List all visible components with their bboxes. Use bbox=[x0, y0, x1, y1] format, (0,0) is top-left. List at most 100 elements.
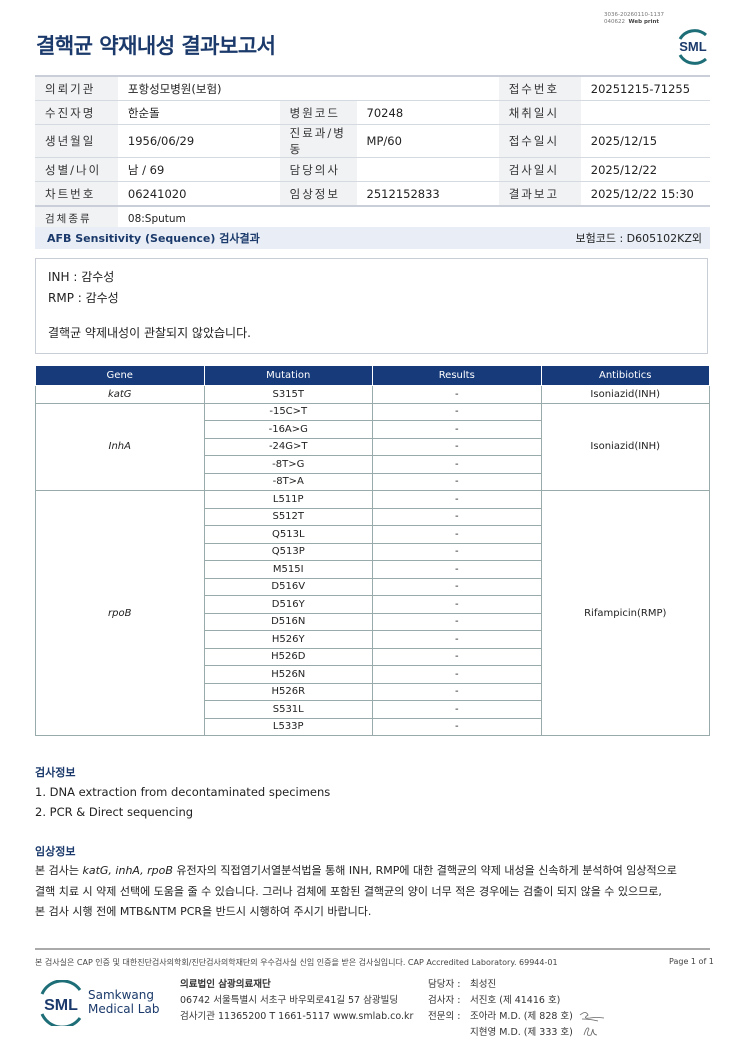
test-info-line: 2. PCR & Direct sequencing bbox=[35, 805, 194, 819]
column-header: Gene bbox=[35, 365, 205, 386]
table-row: InhA -15C>T - Isoniazid(INH) bbox=[35, 402, 710, 491]
accreditation-notice: 본 검사실은 CAP 인증 및 대한진단검사의학회/진단검사의학재단의 우수검사… bbox=[35, 958, 558, 967]
info-label: 임상정보 bbox=[279, 181, 357, 207]
mutation-cell: H526N bbox=[203, 665, 373, 684]
table-row: H526R - bbox=[36, 682, 710, 701]
mutation-cell: H526Y bbox=[203, 630, 373, 649]
result-cell: - bbox=[372, 577, 542, 596]
info-label: 차트번호 bbox=[35, 181, 118, 207]
mutation-cell: -24G>T bbox=[203, 437, 373, 456]
table-row: -8T>G - bbox=[36, 455, 710, 474]
gene-cell: rpoB bbox=[35, 490, 205, 736]
footer-logo-text: Samkwang Medical Lab bbox=[88, 988, 159, 1016]
section-title: AFB Sensitivity (Sequence) 검사결과 bbox=[47, 232, 260, 245]
clinical-text: 본 검사는 bbox=[35, 864, 83, 877]
column-header: Antibiotics bbox=[540, 365, 710, 386]
info-value: 20251215-71255 bbox=[580, 75, 710, 101]
result-cell: - bbox=[372, 700, 542, 719]
result-cell: - bbox=[372, 455, 542, 474]
gene-cell: InhA bbox=[35, 402, 205, 491]
test-info-list: 1. DNA extraction from decontaminated sp… bbox=[35, 782, 330, 822]
page-number: Page 1 of 1 bbox=[669, 957, 714, 966]
mutation-cell: D516Y bbox=[203, 595, 373, 614]
report-title: 결핵균 약재내성 결과보고서 bbox=[36, 34, 276, 58]
info-row: 검체종류 08:Sputum bbox=[35, 205, 710, 231]
info-label: 성별/나이 bbox=[35, 157, 118, 182]
column-header: Results bbox=[372, 365, 542, 386]
result-cell: - bbox=[372, 385, 542, 404]
staff-entry: 담당자 : 최성진 bbox=[428, 977, 573, 993]
summary-inh: INH : 감수성 bbox=[48, 270, 115, 284]
result-cell: - bbox=[372, 490, 542, 509]
meta-code: 040622 bbox=[604, 19, 625, 25]
info-label: 검체종류 bbox=[35, 205, 118, 231]
mutation-cell: L533P bbox=[203, 717, 373, 736]
info-value: 2025/12/22 15:30 bbox=[580, 181, 710, 207]
summary-rmp: RMP : 감수성 bbox=[48, 291, 119, 305]
mutation-cell: L511P bbox=[203, 490, 373, 509]
staff-name: 서진호 (제 41416 호) bbox=[470, 995, 561, 1006]
staff-name: 조아라 M.D. (제 828 호) bbox=[470, 1011, 573, 1022]
mutation-cell: S512T bbox=[203, 507, 373, 526]
mutation-cell: D516V bbox=[203, 577, 373, 596]
mutation-cell: M515I bbox=[203, 560, 373, 579]
table-row: -16A>G - bbox=[36, 420, 710, 439]
antibiotic-cell: Rifampicin(RMP) bbox=[540, 490, 710, 736]
mutation-cell: -8T>G bbox=[203, 455, 373, 474]
table-row: L533P - bbox=[36, 717, 710, 736]
result-cell: - bbox=[372, 507, 542, 526]
summary-conclusion: 결핵균 약제내성이 관찰되지 않았습니다. bbox=[48, 326, 251, 340]
info-value: 2512152833 bbox=[356, 181, 499, 207]
result-cell: - bbox=[372, 630, 542, 649]
info-label: 접수번호 bbox=[498, 75, 581, 101]
clinical-text: 결핵 치료 시 약제 선택에 도움을 줄 수 있습니다. 그러나 검체에 포함된… bbox=[35, 884, 662, 898]
info-value: MP/60 bbox=[356, 124, 499, 158]
info-value: 2025/12/22 bbox=[580, 157, 710, 182]
info-label: 수진자명 bbox=[35, 100, 118, 125]
table-row: katG S315T - Isoniazid(INH) bbox=[35, 385, 710, 404]
org-address: 06742 서울특별시 서초구 바우뫼로41길 57 삼광빌딩 bbox=[180, 995, 399, 1006]
clinical-info-title: 임상정보 bbox=[35, 845, 76, 858]
info-label: 검사일시 bbox=[498, 157, 581, 182]
info-row: 생년월일 1956/06/29 진료과/병동 MP/60 접수일시 2025/12/15 bbox=[35, 124, 710, 158]
result-cell: - bbox=[372, 560, 542, 579]
web-print-label: Web print bbox=[628, 19, 660, 25]
result-cell: - bbox=[372, 542, 542, 561]
meta-id: 3036-20260110-1137 bbox=[604, 12, 664, 18]
test-info-line: 1. DNA extraction from decontaminated sp… bbox=[35, 785, 331, 799]
info-value: 70248 bbox=[356, 100, 499, 125]
table-row: S531L - bbox=[36, 700, 710, 719]
staff-role: 전문의 : bbox=[428, 1011, 461, 1022]
mutation-cell: -8T>A bbox=[203, 472, 373, 491]
result-cell: - bbox=[372, 402, 542, 421]
table-row: rpoB L511P - Rifampicin(RMP) bbox=[35, 490, 710, 736]
staff-entry: 전문의 : 조아라 M.D. (제 828 호) bbox=[428, 1009, 573, 1025]
mutation-cell: Q513L bbox=[203, 525, 373, 544]
mutation-cell: Q513P bbox=[203, 542, 373, 561]
result-cell: - bbox=[372, 472, 542, 491]
result-cell: - bbox=[372, 612, 542, 631]
result-cell: - bbox=[372, 682, 542, 701]
result-cell: - bbox=[372, 717, 542, 736]
result-cell: - bbox=[372, 525, 542, 544]
staff-name: 지현영 M.D. (제 333 호) bbox=[470, 1027, 573, 1038]
gene-names: katG, inhA, rpoB bbox=[82, 864, 173, 877]
logo-name-line: Medical Lab bbox=[88, 1002, 160, 1016]
signature-icon bbox=[579, 1012, 605, 1036]
mutation-cell: -15C>T bbox=[203, 402, 373, 421]
org-name: 의료법인 삼광의료재단 bbox=[180, 979, 271, 990]
staff-entry: 지현영 M.D. (제 333 호) bbox=[428, 1025, 573, 1041]
info-label: 채취일시 bbox=[498, 100, 581, 125]
sml-logo-icon: SML bbox=[678, 29, 708, 65]
info-value: 한순돌 bbox=[117, 100, 280, 125]
staff-role: 담당자 : bbox=[428, 979, 461, 990]
result-cell: - bbox=[372, 647, 542, 666]
info-label: 생년월일 bbox=[35, 124, 118, 158]
info-row: 수진자명 한순돌 병원코드 70248 채취일시 bbox=[35, 100, 710, 125]
info-label: 결과보고 bbox=[498, 181, 581, 207]
clinical-text: 본 검사 시행 전에 MTB&NTM PCR을 반드시 시행하여 주시기 바랍니… bbox=[35, 905, 372, 918]
svg-text:SML: SML bbox=[44, 997, 78, 1014]
result-cell: - bbox=[372, 595, 542, 614]
info-value: 포항성모병원(보험) bbox=[117, 75, 499, 101]
